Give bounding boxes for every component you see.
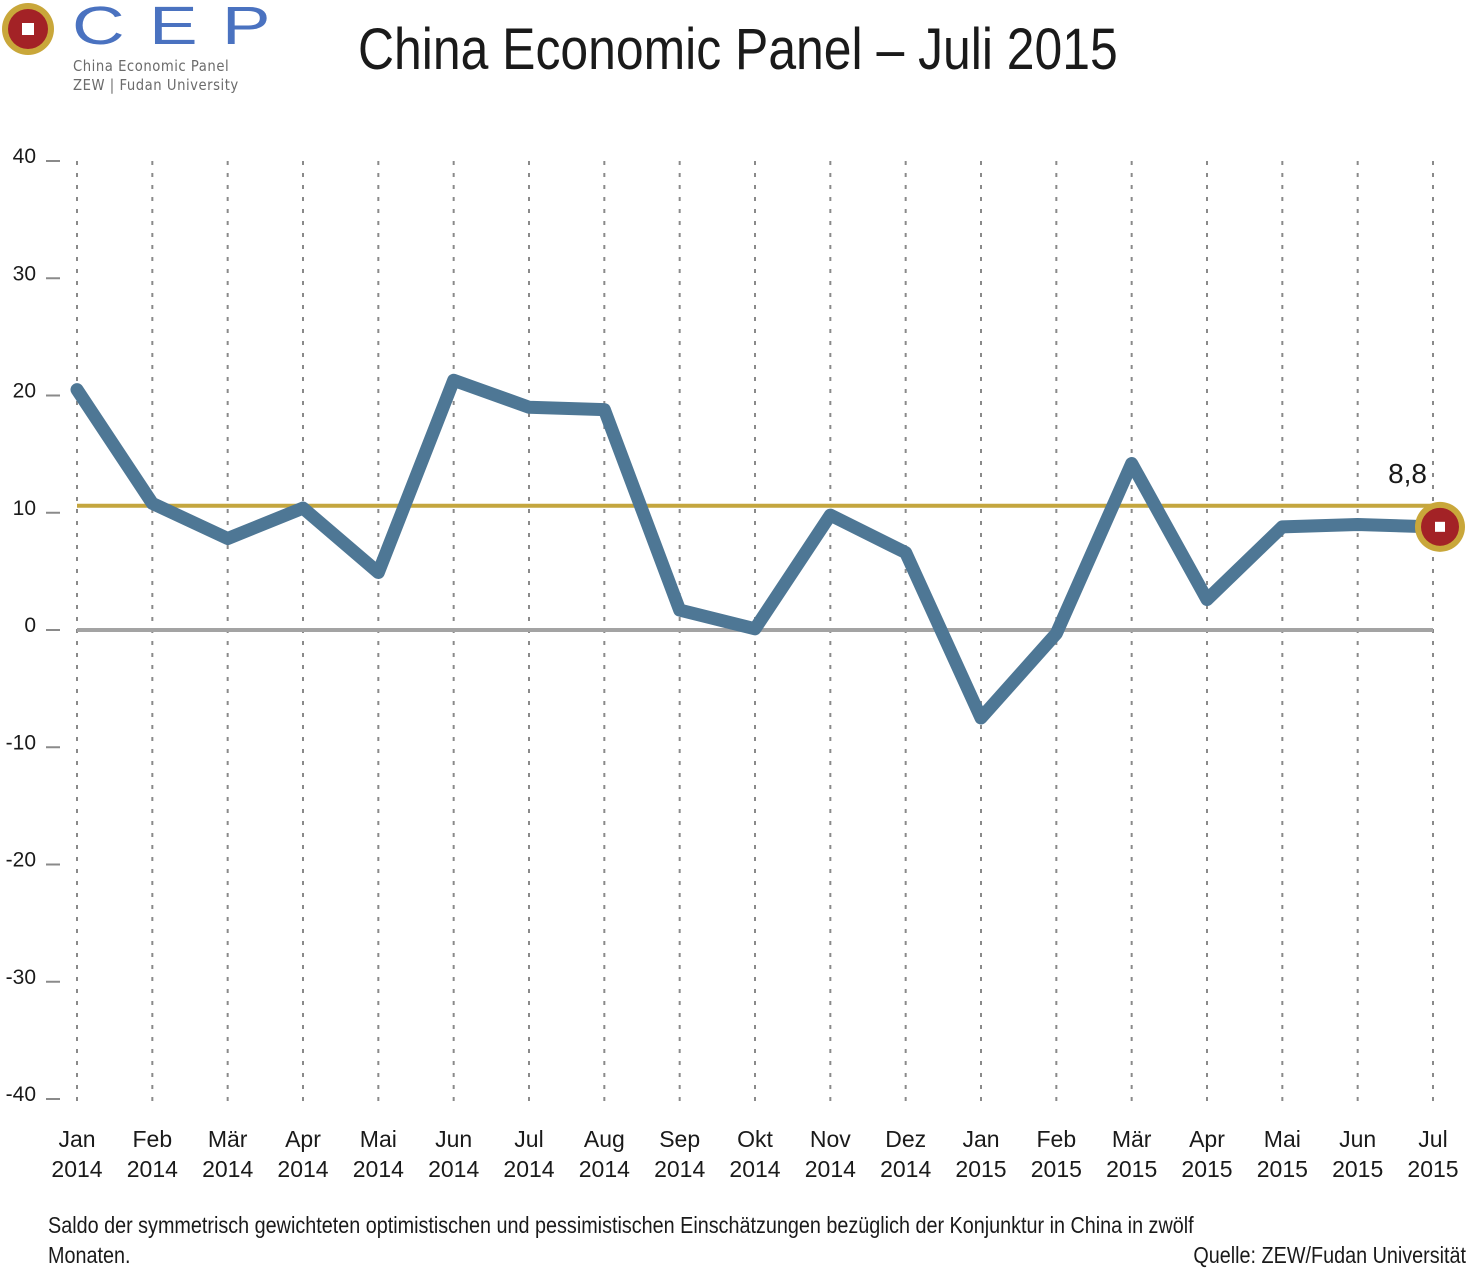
x-tick-year: 2015: [1257, 1156, 1308, 1182]
x-tick-year: 2015: [1031, 1156, 1082, 1182]
cep-logo: CEP China Economic Panel ZEW | Fudan Uni…: [0, 0, 271, 100]
x-tick-month: Mai: [1264, 1126, 1301, 1152]
x-tick-year: 2014: [880, 1156, 931, 1182]
x-tick-year: 2014: [51, 1156, 102, 1182]
x-tick-month: Aug: [584, 1126, 625, 1152]
x-tick-year: 2014: [729, 1156, 780, 1182]
x-tick-month: Jul: [514, 1126, 543, 1152]
x-tick-year: 2014: [202, 1156, 253, 1182]
footer-note-line2: Monaten.: [48, 1242, 131, 1268]
x-tick-year: 2015: [955, 1156, 1006, 1182]
y-tick-label: -30: [6, 966, 36, 989]
chart-title: China Economic Panel – Juli 2015: [358, 17, 1118, 82]
x-tick-month: Apr: [285, 1126, 321, 1152]
x-tick-month: Feb: [1037, 1126, 1077, 1152]
x-tick-month: Dez: [885, 1126, 926, 1152]
x-tick-month: Jan: [58, 1126, 95, 1152]
y-tick-label: -40: [6, 1083, 36, 1106]
logo-subtitle: China Economic Panel: [73, 57, 230, 75]
x-tick-year: 2014: [503, 1156, 554, 1182]
x-tick-month: Feb: [133, 1126, 173, 1152]
x-tick-year: 2015: [1106, 1156, 1157, 1182]
x-tick-month: Okt: [737, 1126, 773, 1152]
end-marker-hole: [1435, 521, 1445, 532]
x-tick-year: 2015: [1407, 1156, 1458, 1182]
x-tick-year: 2015: [1332, 1156, 1383, 1182]
x-tick-month: Sep: [659, 1126, 700, 1152]
x-tick-year: 2014: [353, 1156, 404, 1182]
y-tick-label: 10: [13, 497, 36, 520]
y-tick-label: -20: [6, 849, 36, 872]
x-tick-month: Mai: [360, 1126, 397, 1152]
x-tick-month: Apr: [1189, 1126, 1225, 1152]
x-tick-month: Jul: [1418, 1126, 1447, 1152]
y-tick-label: 30: [13, 262, 36, 285]
last-value-label: 8,8: [1388, 458, 1427, 489]
x-tick-year: 2015: [1181, 1156, 1232, 1182]
logo-wordmark: CEP: [72, 0, 295, 56]
y-axis: 40 30 20 10 0 -10 -20 -30 -40: [6, 145, 60, 1106]
x-tick-month: Mär: [1112, 1126, 1152, 1152]
coin-icon: [2, 3, 54, 55]
x-tick-month: Jan: [962, 1126, 999, 1152]
x-tick-year: 2014: [805, 1156, 856, 1182]
y-tick-label: 20: [13, 380, 36, 403]
chart-footer: Saldo der symmetrisch gewichteten optimi…: [48, 1210, 1466, 1270]
y-tick-label: 0: [24, 614, 36, 637]
x-axis: Jan 2014 Feb 2014 Mär 2014 Apr 2014 Mai 2014 Jun 20…: [51, 1126, 1458, 1182]
x-tick-month: Mär: [208, 1126, 248, 1152]
footer-source: Quelle: ZEW/Fudan Universität: [1193, 1242, 1466, 1268]
x-tick-month: Jun: [435, 1126, 472, 1152]
x-tick-year: 2014: [277, 1156, 328, 1182]
x-tick-year: 2014: [579, 1156, 630, 1182]
annotations: 8,8: [1388, 458, 1465, 552]
x-tick-year: 2014: [654, 1156, 705, 1182]
x-tick-month: Jun: [1339, 1126, 1376, 1152]
logo-affiliation: ZEW | Fudan University: [73, 76, 239, 94]
y-tick-label: 40: [13, 145, 36, 168]
x-tick-month: Nov: [810, 1126, 851, 1152]
x-tick-year: 2014: [127, 1156, 178, 1182]
footer-note-line1: Saldo der symmetrisch gewichteten optimi…: [48, 1212, 1194, 1238]
x-tick-year: 2014: [428, 1156, 479, 1182]
y-tick-label: -10: [6, 731, 36, 754]
